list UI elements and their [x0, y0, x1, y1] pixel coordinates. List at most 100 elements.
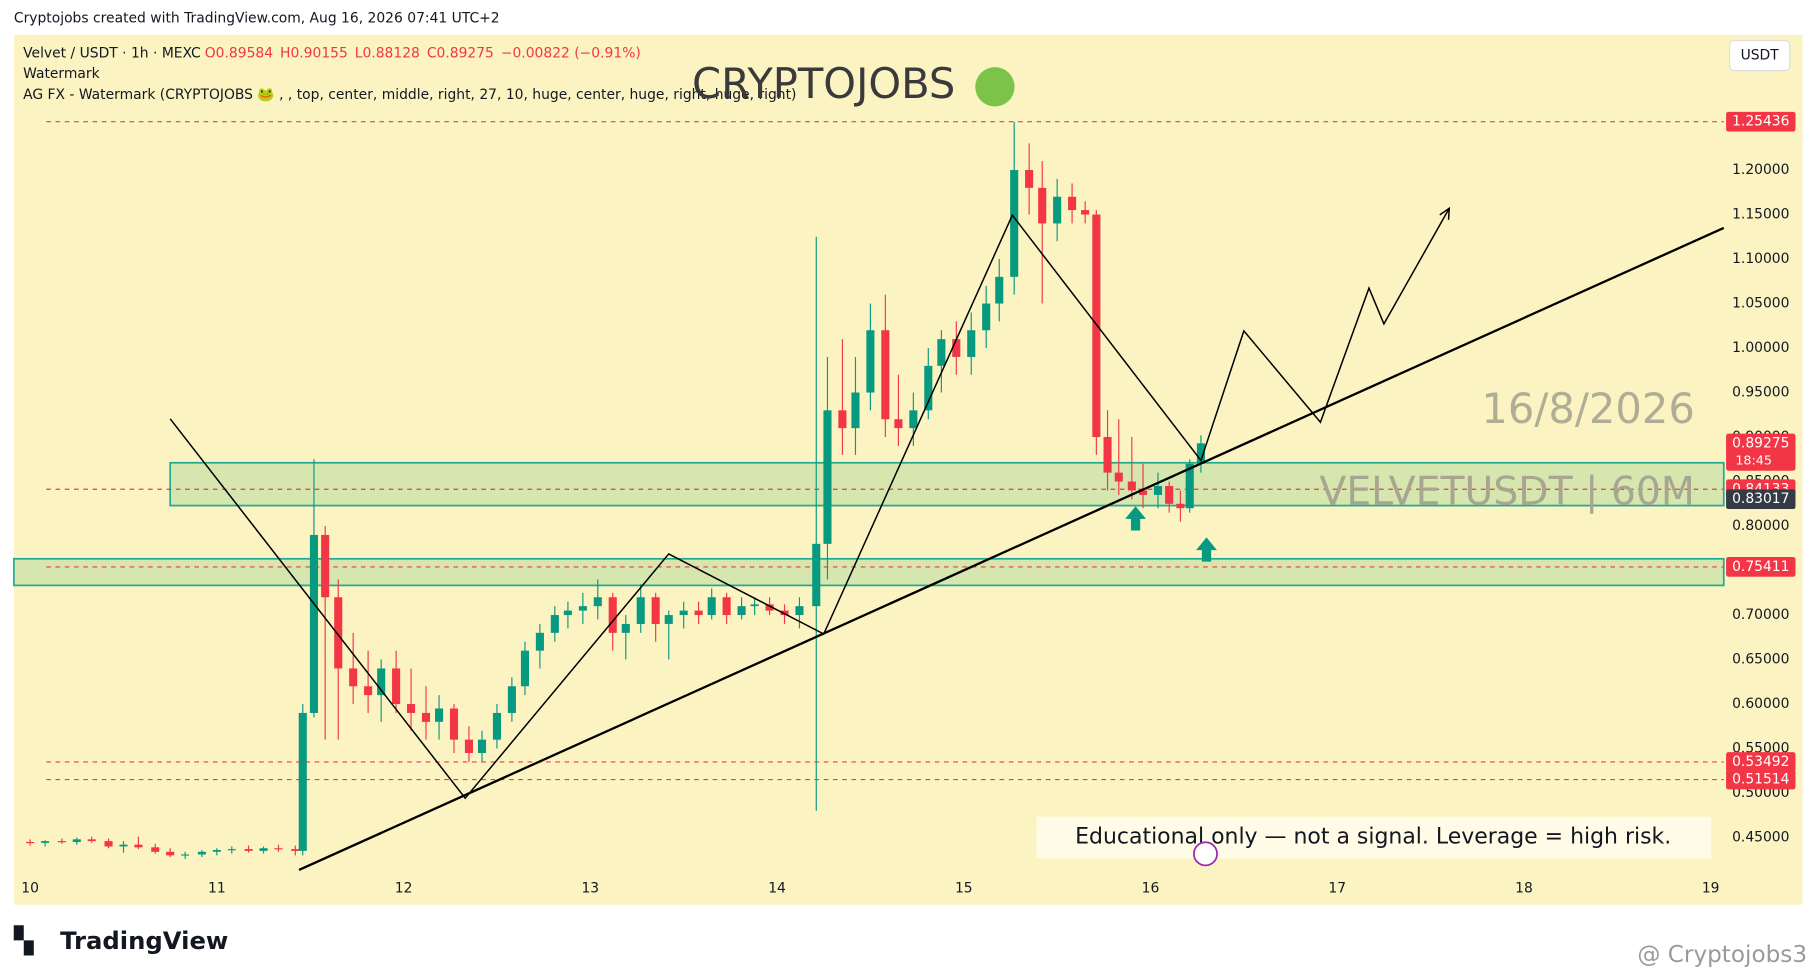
candle-body [377, 668, 386, 696]
legend-indicator: Watermark [23, 66, 100, 82]
price-label-box [1726, 769, 1796, 790]
candle-body [707, 597, 716, 616]
candle-body [334, 597, 343, 669]
candle-body [1165, 485, 1174, 504]
alert-icon[interactable] [1193, 841, 1218, 867]
candle-body [151, 847, 160, 852]
date-watermark: 16/8/2026 [1481, 384, 1694, 433]
candle-body [197, 851, 206, 855]
currency-button[interactable] [1728, 39, 1791, 72]
candle-body [881, 330, 890, 420]
brand: TradingView [60, 926, 228, 955]
candle-body [608, 597, 617, 633]
legend-value: C0.89275 [427, 45, 494, 61]
countdown: 18:45 [1735, 452, 1772, 467]
attribution: Cryptojobs created with TradingView.com,… [14, 11, 500, 27]
candle-body [894, 419, 903, 429]
candle-body [593, 597, 602, 607]
candle-body [477, 739, 487, 754]
y-tick-label: 1.10000 [1732, 251, 1789, 267]
candle-body [664, 615, 673, 624]
y-tick-label: 0.45000 [1732, 830, 1789, 846]
chart-background [13, 34, 1803, 905]
candle-body [1010, 170, 1019, 277]
arrow-head [1439, 206, 1451, 220]
candle-body [291, 849, 300, 851]
x-tick-label: 10 [21, 881, 39, 897]
price-label-box [1726, 489, 1796, 510]
y-tick-label: 0.65000 [1732, 652, 1789, 668]
x-tick-label: 19 [1702, 881, 1720, 897]
candle-body [435, 708, 444, 722]
price-label-box [1726, 752, 1796, 772]
price-label: 0.75411 [1732, 559, 1789, 575]
price-label: 0.51514 [1732, 772, 1790, 788]
price-label: 0.83017 [1732, 491, 1789, 507]
candle-body [1081, 210, 1090, 215]
x-tick-label: 16 [1142, 881, 1160, 897]
legend-value: O0.89584 [205, 45, 273, 61]
candle-body [1114, 472, 1123, 482]
candle-body [995, 276, 1004, 304]
candle-body [321, 534, 330, 598]
price-label-box [1726, 557, 1796, 577]
candle-body [1185, 463, 1194, 509]
symbol-watermark: VELVETUSDT | 60M [1319, 469, 1694, 515]
candle-body [535, 632, 544, 651]
candle-body [227, 849, 236, 851]
candle-body [812, 543, 821, 607]
legend-value: L0.88128 [355, 45, 420, 61]
candle-body [737, 606, 746, 616]
candle-body [259, 848, 268, 851]
candle-body [134, 844, 143, 848]
candle-body [104, 841, 113, 847]
candle-body [274, 848, 283, 850]
candle-body [765, 604, 774, 611]
candle-body [780, 610, 789, 616]
candle-body [309, 534, 319, 713]
candle-body [26, 842, 35, 844]
candle-body [909, 410, 918, 429]
candle-body [982, 303, 991, 331]
price-label: 0.53492 [1732, 754, 1789, 770]
legend-indicator: AG FX - Watermark (CRYPTOJOBS 🐸 , , top,… [23, 87, 796, 103]
y-tick-label: 1.20000 [1732, 162, 1789, 178]
candle-body [349, 668, 358, 687]
candle-body [578, 606, 587, 611]
x-tick-label: 12 [395, 881, 413, 897]
candle-body [1092, 214, 1101, 438]
candle-body [181, 854, 190, 856]
candle-body [166, 851, 175, 856]
candle-body [421, 712, 431, 722]
y-tick-label: 1.00000 [1732, 340, 1789, 356]
legend-symbol: Velvet / USDT · 1h · MEXC [23, 45, 201, 61]
candle-body [750, 604, 759, 607]
candle-body [636, 597, 645, 624]
candle-body [563, 610, 572, 616]
candle-body [838, 410, 847, 429]
candle-body [72, 839, 81, 843]
x-tick-label: 15 [955, 881, 973, 897]
candle-body [449, 708, 459, 740]
currency[interactable]: USDT [1741, 48, 1780, 64]
chart-title: CRYPTOJOBS [692, 59, 955, 108]
y-tick-label: 0.60000 [1732, 696, 1789, 712]
candle-body [924, 365, 933, 411]
price-label: 1.25436 [1732, 114, 1789, 130]
candle-body [298, 712, 307, 851]
candle-body [1103, 437, 1112, 473]
price-label-box [1726, 111, 1796, 132]
candle-body [392, 668, 401, 705]
candle-body [651, 597, 660, 624]
candle-body [1138, 490, 1148, 495]
candle-body [407, 704, 416, 713]
y-tick-label: 0.80000 [1732, 518, 1789, 534]
zone [169, 461, 1725, 507]
note: Educational only — not a signal. Leverag… [1075, 825, 1671, 850]
candle-body [1025, 170, 1034, 188]
candle-body [1196, 443, 1205, 464]
candle-body [1176, 503, 1185, 509]
candle-body [866, 330, 875, 393]
candle-body [952, 339, 961, 357]
